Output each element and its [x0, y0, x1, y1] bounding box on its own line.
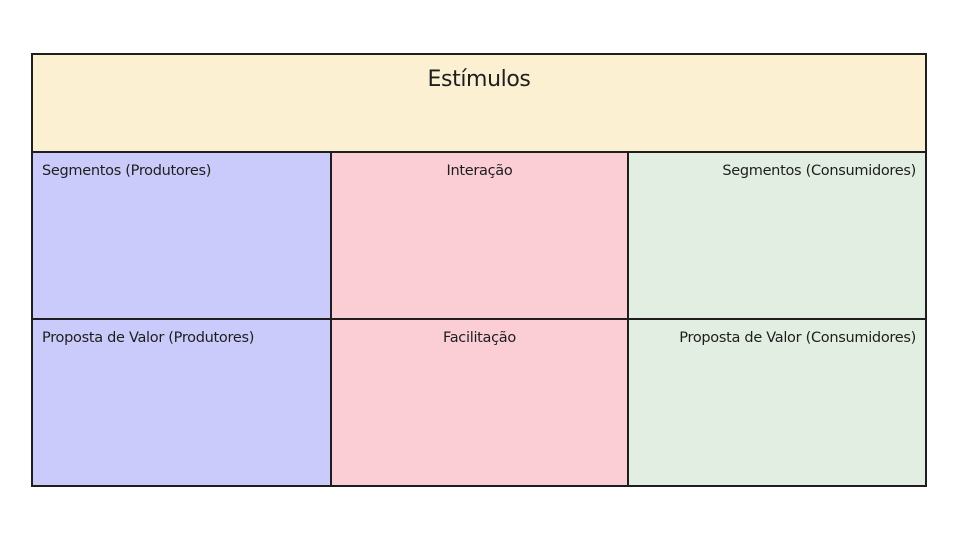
- interaction-block: Interação: [330, 151, 629, 320]
- value-prop-producers-label: Proposta de Valor (Produtores): [42, 330, 255, 346]
- facilitation-label: Facilitação: [443, 330, 516, 346]
- segments-producers-label: Segmentos (Produtores): [42, 163, 212, 179]
- value-prop-producers-block: Proposta de Valor (Produtores): [31, 318, 332, 487]
- segments-consumers-label: Segmentos (Consumidores): [722, 163, 916, 179]
- interaction-label: Interação: [446, 163, 513, 179]
- stimuli-block: Estímulos: [31, 53, 927, 153]
- facilitation-block: Facilitação: [330, 318, 629, 487]
- segments-consumers-block: Segmentos (Consumidores): [627, 151, 927, 320]
- stimuli-label: Estímulos: [427, 67, 531, 92]
- segments-producers-block: Segmentos (Produtores): [31, 151, 332, 320]
- value-prop-consumers-label: Proposta de Valor (Consumidores): [679, 330, 916, 346]
- value-prop-consumers-block: Proposta de Valor (Consumidores): [627, 318, 927, 487]
